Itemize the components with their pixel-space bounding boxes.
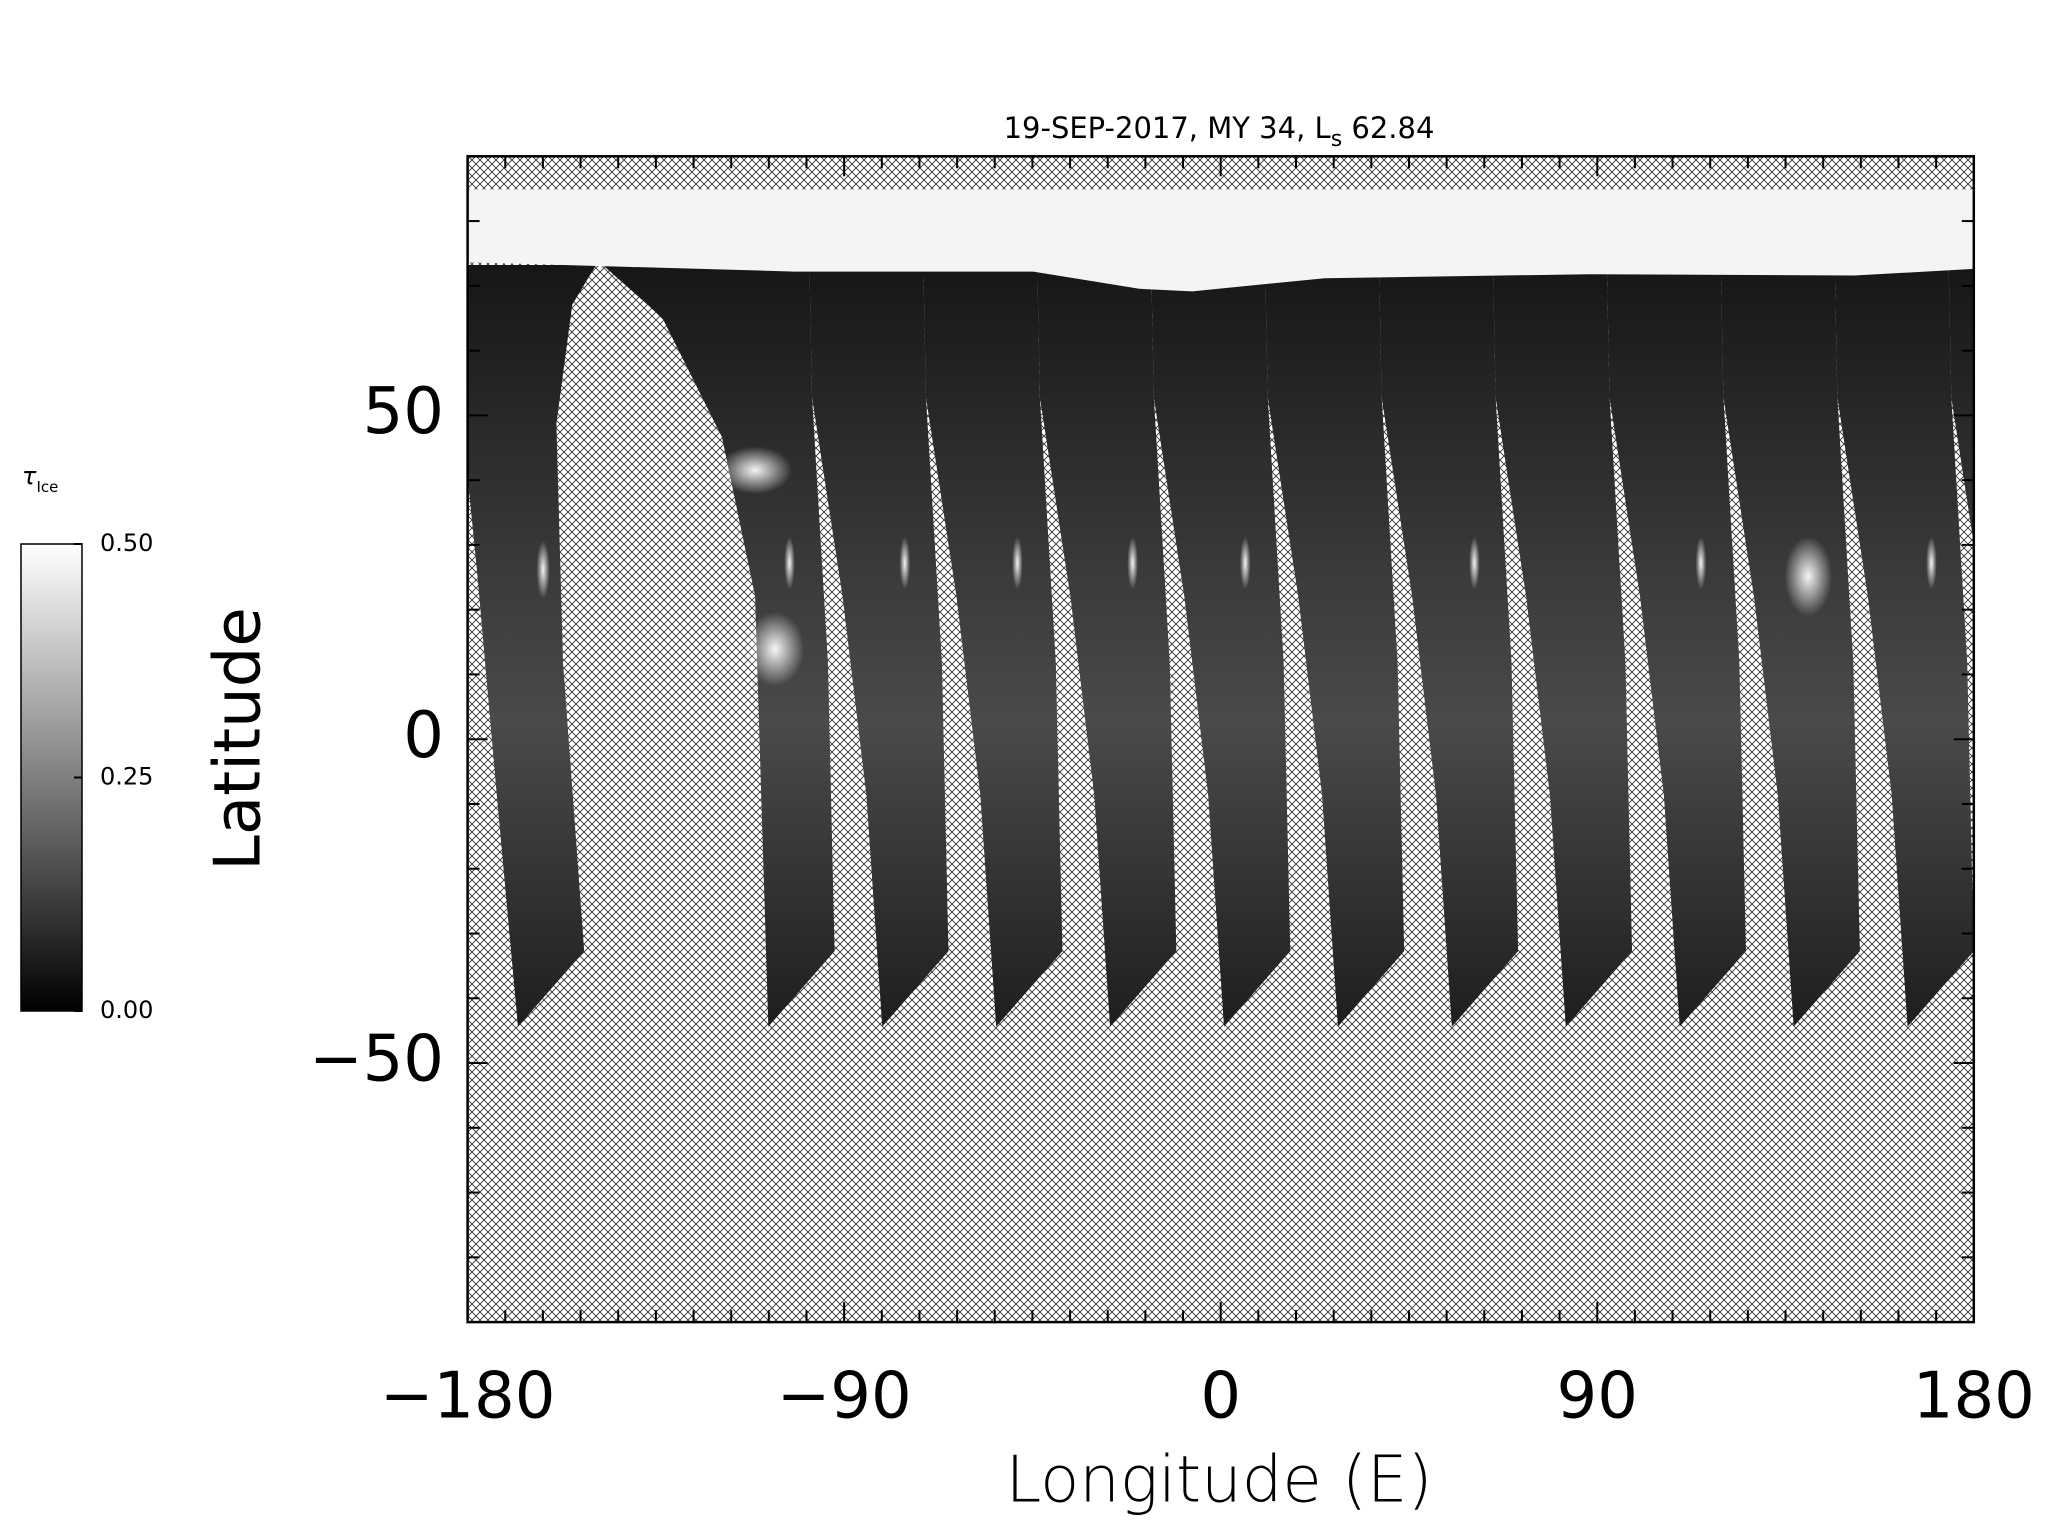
cloud xyxy=(1469,536,1480,590)
cloud xyxy=(1239,536,1251,590)
x-tick-label: −180 xyxy=(380,1360,556,1434)
cloud xyxy=(1012,536,1023,590)
colorbar-label: τIce xyxy=(22,462,58,496)
cloud xyxy=(717,446,793,495)
swath xyxy=(1834,264,1974,1027)
swath xyxy=(1948,264,1974,545)
title-main: 19-SEP-2017, MY 34, L xyxy=(1004,111,1331,145)
polar-cap xyxy=(467,189,1974,292)
swath xyxy=(1037,264,1177,1027)
swath xyxy=(1151,264,1291,1027)
cloud xyxy=(784,536,795,590)
cloud xyxy=(1127,536,1138,590)
y-tick-label: 50 xyxy=(363,375,444,449)
colorbar-label-subscript: Ice xyxy=(36,478,58,496)
cloud xyxy=(1784,536,1833,616)
x-axis-label: Longitude (E) xyxy=(1006,1444,1433,1518)
y-tick-label: 0 xyxy=(403,699,444,773)
title-rest: 62.84 xyxy=(1342,111,1434,145)
y-axis-label: Latitude xyxy=(202,607,276,870)
swath xyxy=(809,264,949,1027)
swath xyxy=(1265,264,1405,1027)
y-tick-label: −50 xyxy=(309,1023,444,1097)
cloud xyxy=(745,612,805,687)
x-tick-label: 180 xyxy=(1913,1360,2035,1434)
observation-swaths xyxy=(467,189,1974,1027)
colorbar-tick-label: 0.50 xyxy=(100,529,153,557)
title-subscript: s xyxy=(1331,127,1342,152)
swath xyxy=(1720,264,1860,1027)
cloud xyxy=(536,540,550,599)
swath xyxy=(467,264,597,1027)
swath xyxy=(923,264,1063,1027)
swath xyxy=(1492,264,1633,1027)
swath xyxy=(1606,264,1746,1027)
x-tick-label: 0 xyxy=(1200,1360,1241,1434)
cloud xyxy=(1695,536,1707,590)
swath xyxy=(1379,264,1519,1027)
colorbar-tick-label: 0.00 xyxy=(100,996,153,1024)
x-tick-label: 90 xyxy=(1557,1360,1638,1434)
cloud xyxy=(1926,536,1937,590)
x-tick-label: −90 xyxy=(777,1360,912,1434)
colorbar-tick-label: 0.25 xyxy=(100,763,153,791)
colorbar xyxy=(20,543,83,1012)
cloud xyxy=(899,536,911,590)
colorbar-label-main: τ xyxy=(22,462,37,490)
chart-title: 19-SEP-2017, MY 34, Ls 62.84 xyxy=(1004,111,1435,152)
